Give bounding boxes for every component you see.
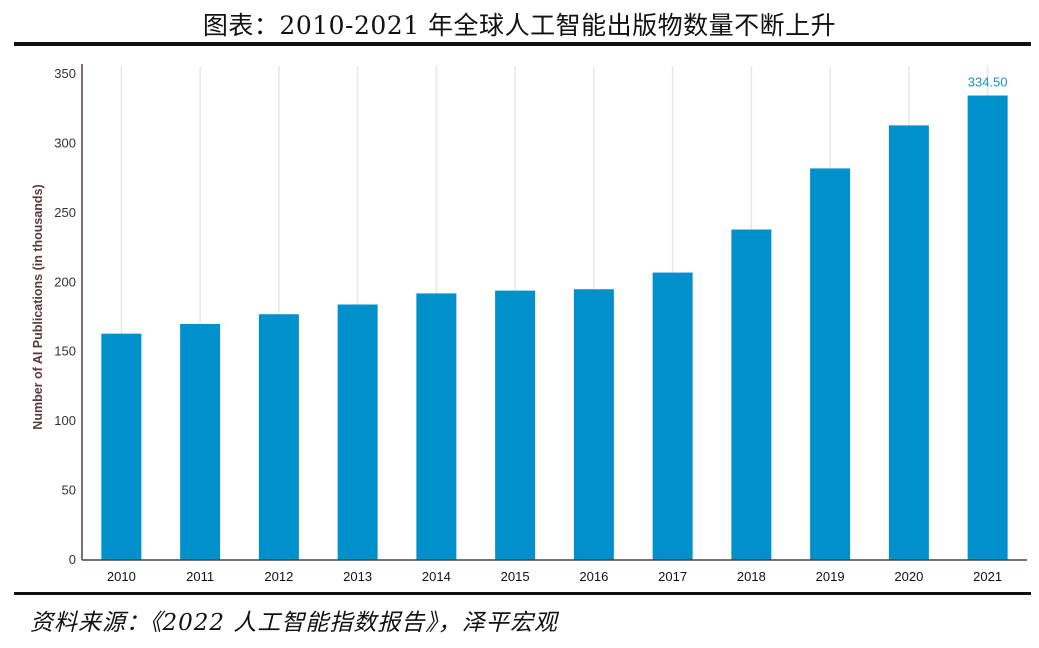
x-tick-label: 2017 — [658, 569, 687, 584]
x-tick-label: 2013 — [343, 569, 372, 584]
x-tick-label: 2021 — [973, 569, 1002, 584]
y-tick-labels: 0 50 100 150 200 250 300 350 — [54, 66, 76, 567]
bar-2016 — [573, 289, 614, 560]
source-divider — [14, 592, 1031, 595]
bar-2015 — [495, 290, 536, 560]
bar-2014 — [416, 293, 457, 560]
data-labels: 334.50 — [968, 75, 1008, 90]
chart-title: 图表：2010-2021 年全球人工智能出版物数量不断上升 — [202, 11, 837, 40]
bar-2018 — [731, 229, 772, 560]
x-tick-label: 2012 — [264, 569, 293, 584]
bar-2021 — [967, 95, 1008, 560]
y-tick-label: 150 — [54, 344, 76, 359]
bar-2017 — [652, 272, 693, 560]
x-tick-label: 2018 — [737, 569, 766, 584]
bar-2010 — [101, 333, 142, 560]
x-tick-label: 2020 — [894, 569, 923, 584]
title-divider — [14, 42, 1031, 46]
y-tick-label: 350 — [54, 66, 76, 81]
x-tick-label: 2019 — [816, 569, 845, 584]
bar-2013 — [337, 304, 378, 560]
bar-2020 — [888, 125, 929, 561]
bar-2019 — [810, 168, 851, 560]
data-label: 334.50 — [968, 75, 1008, 90]
bar-2011 — [180, 323, 221, 560]
y-tick-label: 50 — [62, 483, 76, 498]
x-tick-label: 2016 — [579, 569, 608, 584]
y-tick-label: 100 — [54, 413, 76, 428]
x-tick-label: 2011 — [186, 569, 214, 584]
x-tick-label: 2015 — [501, 569, 530, 584]
grid-lines — [120, 66, 989, 560]
x-tick-labels: 2010 2011 2012 2013 2014 2015 2016 2017 2018 2019… — [107, 569, 1002, 584]
x-tick-label: 2014 — [422, 569, 451, 584]
y-tick-label: 0 — [69, 552, 76, 567]
source-note: 资料来源：《2022 人工智能指数报告》，泽平宏观 — [30, 610, 558, 636]
bars — [101, 95, 1008, 561]
y-tick-label: 250 — [54, 205, 76, 220]
y-tick-label: 300 — [54, 135, 76, 150]
y-axis-title: Number of AI Publications (in thousands) — [31, 184, 45, 429]
bar-2012 — [258, 314, 299, 560]
x-tick-label: 2010 — [107, 569, 136, 584]
y-tick-label: 200 — [54, 274, 76, 289]
axes — [81, 64, 1027, 561]
